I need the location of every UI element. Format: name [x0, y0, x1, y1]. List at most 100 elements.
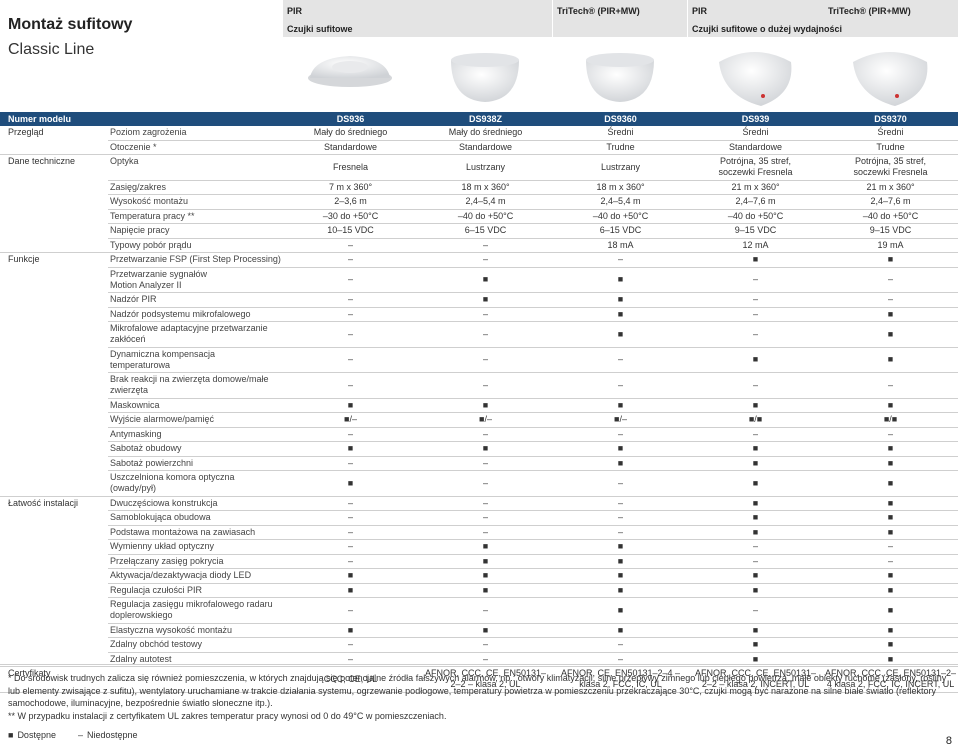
- cell-value: 10–15 VDC: [283, 223, 419, 239]
- footnote: * Do środowisk trudnych zalicza się równ…: [8, 673, 947, 708]
- cell-value: –: [283, 292, 419, 308]
- comparison-table: Numer modelu DS936 DS938Z DS9360 DS939 DS937…: [0, 112, 959, 693]
- cell-value: ■: [688, 510, 824, 526]
- cell-value: –: [553, 510, 689, 526]
- cell-value: –: [823, 292, 959, 308]
- family: PIR: [692, 6, 708, 16]
- feature-label: Przełączany zasięg pokrycia: [108, 554, 284, 569]
- feature-label: Przetwarzanie sygnałów Motion Analyzer I…: [108, 267, 284, 293]
- cell-value: –: [688, 554, 824, 569]
- cell-value: Trudne: [553, 140, 689, 155]
- cell-value: ■: [688, 252, 824, 268]
- cell-value: ■: [688, 398, 824, 413]
- footnote: ** W przypadku instalacji z certyfikatem…: [8, 710, 447, 721]
- model-name: DS936: [283, 112, 419, 126]
- feature-label: Nadzór PIR: [108, 292, 284, 308]
- table-row: Łatwość instalacji Dwuczęściowa konstrukc…: [0, 496, 959, 667]
- cell-value: ■: [688, 637, 824, 653]
- cell-value: –: [283, 496, 419, 511]
- cell-value: ■: [553, 623, 689, 638]
- cell-value: ■: [823, 456, 959, 471]
- image-ds939: [719, 52, 792, 106]
- category: Czujki sufitowe o dużej wydajności: [692, 24, 843, 34]
- cell-value: –: [283, 252, 419, 268]
- feature-label: [108, 666, 284, 693]
- cell-value: –: [823, 372, 959, 399]
- cell-value: –40 do +50°C: [553, 209, 689, 224]
- cell-value: –: [688, 597, 824, 624]
- feature-label: Zdalny autotest: [108, 652, 284, 667]
- cell-value: –: [418, 652, 554, 667]
- table-row: Sabotaż powierzchni – – ■ ■ ■: [0, 456, 959, 471]
- cell-value: –: [283, 238, 419, 253]
- table-row: Mikrofalowe adaptacyjne przetwarzanie za…: [0, 321, 959, 348]
- cell-value: ■: [553, 398, 689, 413]
- cell-value: –30 do +50°C: [283, 209, 419, 224]
- table-row: Aktywacja/dezaktywacja diody LED ■ ■ ■ ■ ■: [0, 568, 959, 584]
- cell-value: ■/■: [823, 412, 959, 428]
- feature-label: Optyka: [108, 154, 284, 181]
- cell-value: ■: [553, 583, 689, 598]
- cell-value: Lustrzany: [553, 154, 689, 181]
- cell-value: ■: [823, 637, 959, 653]
- cell-value: –: [823, 554, 959, 569]
- cell-value: –: [283, 510, 419, 526]
- table-row: Przełączany zasięg pokrycia – ■ ■ – –: [0, 554, 959, 569]
- cell-value: Potrójna, 35 stref, soczewki Fresnela: [688, 154, 824, 181]
- subtitle: Classic Line: [8, 41, 95, 58]
- feature-label: Maskownica: [108, 398, 284, 413]
- cell-value: 9–15 VDC: [823, 223, 959, 239]
- category: Czujki sufitowe: [287, 24, 353, 34]
- table-row: Sabotaż obudowy ■ ■ ■ ■ ■: [0, 441, 959, 457]
- cell-value: ■/■: [688, 412, 824, 428]
- cell-value: –: [418, 321, 554, 348]
- cell-value: Standardowe: [688, 140, 824, 155]
- cell-value: –: [283, 347, 419, 373]
- cell-value: ■: [418, 441, 554, 457]
- cell-value: ■: [418, 568, 554, 584]
- cell-value: ■: [823, 510, 959, 526]
- cell-value: –: [688, 307, 824, 322]
- cell-value: –: [553, 347, 689, 373]
- cell-value: ■/–: [553, 412, 689, 428]
- image-ds9370: [853, 52, 928, 106]
- cell-value: ■: [688, 456, 824, 471]
- cell-value: ■: [553, 554, 689, 569]
- feature-label: Sabotaż powierzchni: [108, 456, 284, 471]
- cell-value: ■: [283, 398, 419, 413]
- cell-value: Średni: [688, 126, 824, 141]
- feature-label: Uszczelniona komora optyczna (owady/pył): [108, 470, 284, 497]
- feature-label: Wyjście alarmowe/pamięć: [108, 412, 284, 428]
- cell-value: ■: [823, 597, 959, 624]
- table-row: Uszczelniona komora optyczna (owady/pył)…: [0, 470, 959, 497]
- cell-value: 7 m x 360°: [283, 180, 419, 195]
- cell-value: –: [688, 427, 824, 442]
- cell-value: Średni: [553, 126, 689, 141]
- cell-value: –: [553, 470, 689, 497]
- table-row: Zasięg/zakres 7 m x 360° 18 m x 360° 18 m x…: [0, 180, 959, 195]
- cell-value: ■: [823, 307, 959, 322]
- feature-label: Mikrofalowe adaptacyjne przetwarzanie za…: [108, 321, 284, 348]
- cell-value: –: [553, 496, 689, 511]
- feature-label: Otoczenie *: [108, 140, 284, 155]
- table-row: Napięcie pracy 10–15 VDC 6–15 VDC 6–15 VDC 9…: [0, 223, 959, 239]
- feature-label: Poziom zagrożenia: [108, 126, 284, 141]
- legend-item: – Niedostępne: [78, 730, 138, 740]
- separator: [687, 0, 688, 37]
- cell-value: –: [553, 637, 689, 653]
- table-row: Elastyczna wysokość montażu ■ ■ ■ ■ ■: [0, 623, 959, 638]
- cell-value: ■: [418, 554, 554, 569]
- table-row: Wysokość montażu 2–3,6 m 2,4–5,4 m 2,4–5,4 …: [0, 194, 959, 210]
- model-name: DS938Z: [418, 112, 554, 126]
- rule: [0, 664, 958, 665]
- legend-label: Niedostępne: [86, 730, 138, 740]
- cell-value: –: [418, 637, 554, 653]
- table-row: Nadzór PIR – ■ ■ – –: [0, 292, 959, 308]
- cell-value: –: [283, 427, 419, 442]
- family: TriTech® (PIR+MW): [828, 6, 911, 16]
- feature-label: Antymasking: [108, 427, 284, 442]
- cell-value: ■: [418, 398, 554, 413]
- cell-value: –: [283, 554, 419, 569]
- cell-value: 19 mA: [823, 238, 959, 253]
